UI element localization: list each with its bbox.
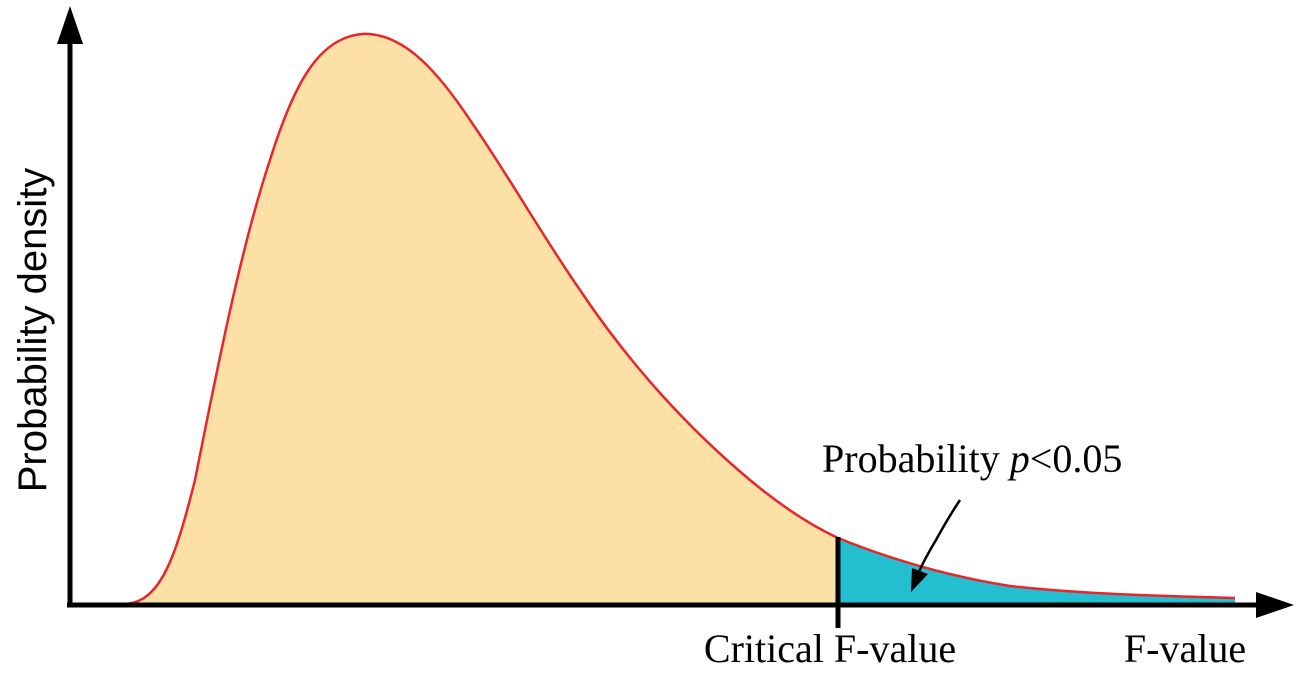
- annotation-arrow-icon: [911, 568, 928, 592]
- annotation-suffix: <0.05: [1030, 436, 1123, 481]
- y-axis-label: Probability density: [11, 168, 55, 493]
- y-axis-arrow-icon: [57, 6, 83, 44]
- annotation-pointer-line: [916, 499, 962, 575]
- acceptance-region: [125, 33, 838, 604]
- x-axis-arrow-icon: [1256, 592, 1294, 618]
- annotation-prefix: Probability: [822, 436, 1010, 481]
- density-curve: [124, 32, 1236, 606]
- annotation-variable: p: [1007, 436, 1030, 481]
- critical-value-label: Critical F-value: [704, 626, 956, 671]
- rejection-region: [838, 538, 1235, 604]
- x-axis-label: F-value: [1124, 626, 1246, 671]
- probability-annotation: Probability p<0.05: [822, 436, 1122, 481]
